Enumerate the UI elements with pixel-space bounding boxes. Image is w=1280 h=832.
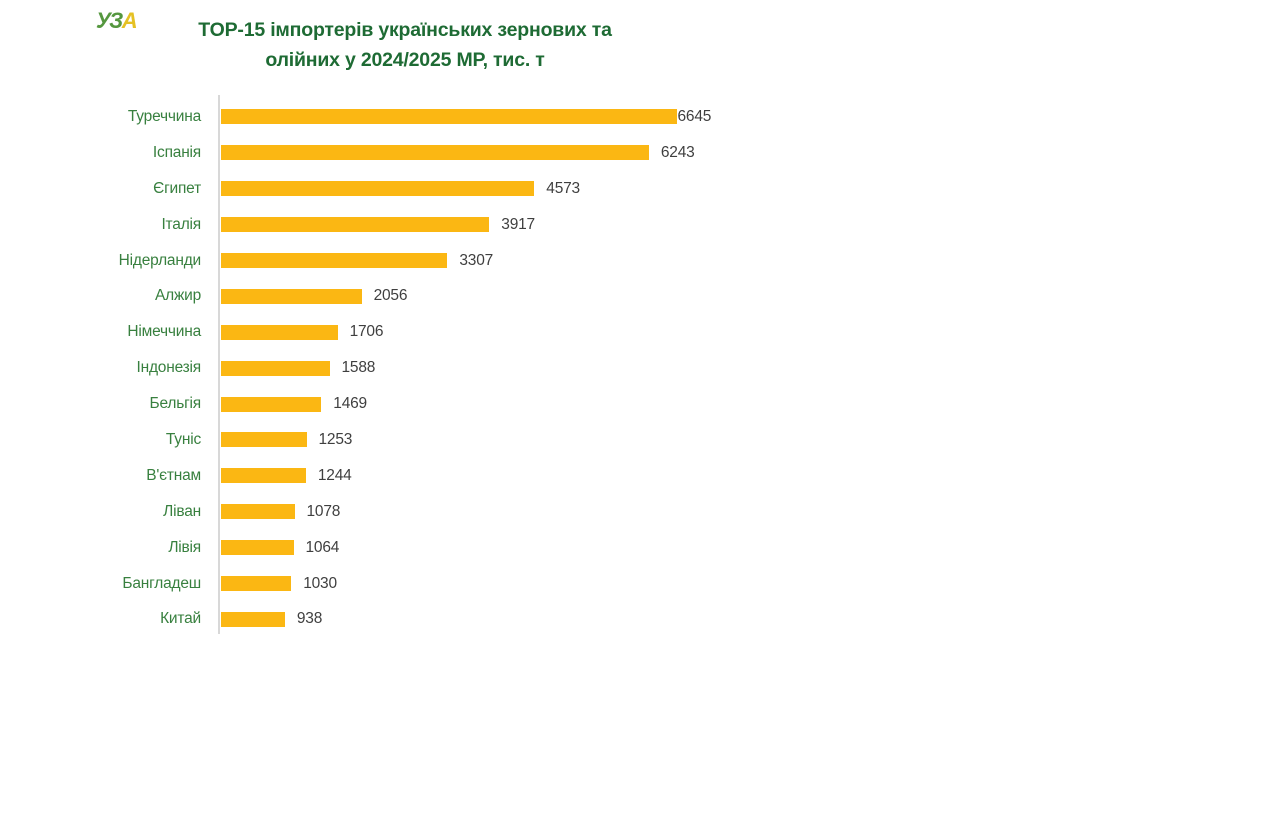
- category-label: Італія: [161, 215, 201, 233]
- bar-row: Індонезія 1588: [97, 350, 711, 386]
- category-label: Німеччина: [127, 323, 201, 341]
- bar: [220, 576, 292, 592]
- bar-row: Ліван 1078: [97, 494, 711, 530]
- bar: [220, 253, 448, 268]
- bar-cell: 3307: [210, 252, 493, 270]
- bar-cell: 6243: [210, 144, 695, 162]
- value-label: 1030: [303, 574, 337, 592]
- category-label: Бангладеш: [122, 574, 201, 592]
- bar-cell: 1706: [210, 323, 383, 341]
- category-label: Іспанія: [152, 143, 201, 161]
- value-label: 2056: [373, 287, 408, 305]
- bar-chart: Туреччина 6645 Іспанія 6243 Єгипет 4573 …: [97, 95, 712, 637]
- chart-title-line1: TOP-15 імпортерів українських зернових т…: [198, 19, 612, 41]
- bar-row: Бельгія 1469: [97, 386, 711, 422]
- bar-cell: 1588: [210, 359, 375, 377]
- value-label: 4573: [546, 179, 580, 197]
- bar-cell: 1469: [210, 395, 367, 413]
- bar: [220, 504, 295, 520]
- logo-text-uz: УЗ: [96, 8, 123, 33]
- value-label: 6243: [660, 143, 695, 161]
- category-label: Туніс: [165, 430, 201, 448]
- bar-row: Алжир 2056: [97, 278, 711, 314]
- value-label: 6645: [677, 107, 712, 125]
- bar-row: Туніс 1253: [97, 422, 711, 458]
- bar: [220, 396, 322, 412]
- bar: [220, 109, 677, 125]
- bar-row: Бангладеш 1030: [97, 566, 711, 602]
- bar-cell: 1253: [210, 431, 352, 449]
- bar: [220, 611, 285, 627]
- bar-cell: 3917: [210, 216, 535, 234]
- value-label: 1253: [318, 430, 353, 448]
- value-label: 1469: [333, 395, 367, 413]
- bar-cell: 1244: [210, 467, 352, 485]
- bar: [220, 432, 307, 448]
- value-label: 1064: [305, 538, 340, 556]
- bar: [220, 360, 330, 376]
- category-label: Китай: [160, 610, 201, 628]
- chart-title-line2: олійних у 2024/2025 МР, тис. т: [265, 49, 545, 71]
- category-label: Нідерланди: [118, 251, 202, 269]
- bar-row: Єгипет 4573: [97, 171, 711, 207]
- bar-row: Туреччина 6645: [97, 99, 711, 135]
- bar-rows: Туреччина 6645 Іспанія 6243 Єгипет 4573 …: [97, 99, 712, 637]
- chart-title: TOP-15 імпортерів українських зернових т…: [158, 15, 652, 75]
- logo-text-a: А: [121, 8, 138, 33]
- category-label: Лівія: [168, 538, 201, 556]
- bar-cell: 1030: [210, 575, 337, 593]
- value-label: 1078: [306, 502, 341, 520]
- bar-cell: 4573: [210, 180, 580, 198]
- bar: [220, 324, 338, 340]
- category-label: В'єтнам: [146, 466, 201, 484]
- category-label: Туреччина: [127, 107, 201, 125]
- value-label: 1706: [349, 323, 384, 341]
- bar-row: Німеччина 1706: [97, 314, 711, 350]
- category-label: Алжир: [154, 287, 201, 305]
- y-axis-line: [218, 95, 220, 634]
- bar: [220, 145, 649, 161]
- bar-cell: 938: [210, 610, 322, 628]
- bar-row: Нідерланди 3307: [97, 243, 711, 279]
- bar: [220, 540, 294, 556]
- bar: [220, 181, 535, 197]
- value-label: 3917: [501, 215, 535, 233]
- uza-logo: УЗА: [96, 8, 138, 34]
- value-label: 1588: [341, 359, 376, 377]
- category-label: Бельгія: [149, 395, 202, 413]
- bar-cell: 1064: [210, 539, 339, 557]
- category-label: Індонезія: [136, 359, 201, 377]
- bar-row: Лівія 1064: [97, 530, 711, 566]
- bar: [220, 217, 490, 233]
- bar-row: В'єтнам 1244: [97, 458, 711, 494]
- category-label: Ліван: [163, 502, 201, 520]
- value-label: 938: [296, 610, 323, 628]
- bar-cell: 6645: [210, 108, 711, 126]
- bar-cell: 1078: [210, 503, 340, 521]
- value-label: 1244: [317, 466, 352, 484]
- bar-row: Іспанія 6243: [97, 135, 711, 171]
- value-label: 3307: [459, 251, 494, 269]
- bar: [220, 468, 306, 484]
- bar-row: Італія 3917: [97, 207, 711, 243]
- category-label: Єгипет: [153, 179, 201, 197]
- bar-row: Китай 938: [97, 601, 711, 637]
- bar-cell: 2056: [210, 287, 407, 305]
- bar: [220, 288, 362, 304]
